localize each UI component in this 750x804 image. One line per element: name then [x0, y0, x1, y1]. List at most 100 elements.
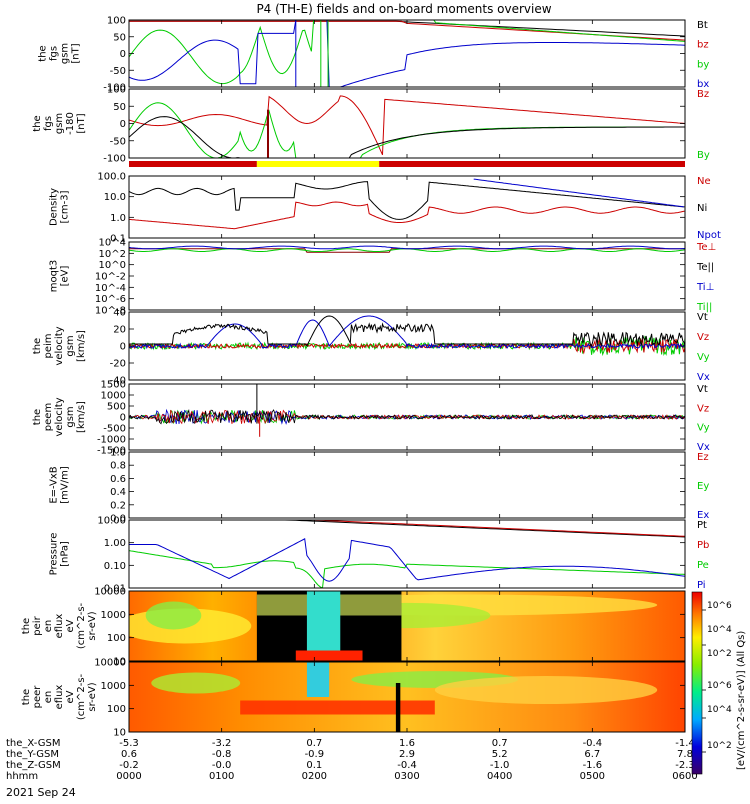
legend-Pi: Pi	[697, 580, 706, 591]
ytick-label: 0	[120, 342, 126, 353]
mode-bar-seg	[256, 161, 380, 167]
series-bz	[129, 20, 685, 41]
ytick-label: -50	[110, 136, 126, 147]
spectrogram-gap	[395, 683, 401, 732]
ytick-label: -1000	[97, 435, 126, 446]
spectrogram-band	[306, 591, 341, 651]
panel-pressure: 10.00 1.00 0.10 0.01 Pressure [nPa] Pt Pb Pe Pi	[49, 516, 710, 595]
legend-Ti||: Ti||	[696, 302, 712, 313]
ylabel-line: [nT]	[76, 113, 87, 133]
ytick-label: 0.8	[110, 461, 126, 472]
ytick-label: 0.1	[110, 234, 126, 245]
legend-Vt: Vt	[697, 384, 708, 395]
ylabel-line: eflux	[54, 614, 65, 639]
panel-efield: 1.0 0.8 0.6 0.4 0.2 0.0 E=-VxB [mV/m] Ez Ey Ex	[49, 448, 710, 525]
ytick-label: 10^4	[99, 238, 126, 249]
ephem-value: 0000	[116, 771, 141, 782]
ephem-value: 0.7	[306, 738, 322, 749]
panel-peim_vel: 40 20 0 -20 -40 the peim velocity gsm [km/s] Vt Vz V…	[32, 308, 710, 387]
ytick-label: 1000	[101, 681, 126, 692]
ephem-value: -0.0	[212, 760, 232, 771]
ylabel-line: [km/s]	[76, 330, 87, 362]
panel-frame	[128, 19, 686, 88]
ephem-value: -0.8	[212, 749, 232, 760]
panel-density: 100.0 10.0 1.0 0.1 Density [cm-3] Ne Ni Npot	[49, 172, 721, 245]
legend-Vy: Vy	[697, 352, 710, 363]
ytick-label: 50	[113, 32, 126, 43]
ephem-value: 6.7	[584, 749, 600, 760]
ephem-label: hhmm	[6, 771, 38, 782]
panel-fgs: 100 50 0 -50 -100 the fgs gsm [nT] Bt bz by bx	[38, 16, 710, 94]
ytick-label: -20	[110, 359, 126, 370]
legend-Ex: Ex	[697, 510, 709, 521]
ylabel-line: gsm	[65, 335, 76, 356]
legend-Bt: Bt	[697, 20, 708, 31]
ytick-label: 100	[107, 704, 126, 715]
ytick-label: 10000	[94, 587, 126, 598]
ytick-label: 10	[113, 657, 126, 668]
mode-bar-seg	[379, 161, 685, 167]
ylabel-line: [nPa]	[60, 541, 71, 567]
ytick-label: 10^0	[99, 260, 126, 271]
ylabel-line: peim	[43, 333, 54, 358]
series-bx	[129, 20, 685, 87]
ytick-label: 10^-8	[95, 306, 126, 317]
panel-frame	[128, 519, 686, 589]
panel-peer: 10000 1000 100 10 the peer en eflux eV (cm^2-s-sr…	[21, 658, 686, 739]
spectrogram-band	[306, 662, 330, 697]
series-Ni	[129, 181, 685, 220]
ytick-label: 10^-6	[95, 294, 126, 305]
ytick-label: 1500	[101, 380, 126, 391]
cb-tick-label: 10^4	[707, 705, 732, 715]
panel-frame	[128, 590, 686, 662]
ytick-label: -50	[110, 66, 126, 77]
ephem-value: 1.6	[399, 738, 415, 749]
panel-temp-data	[129, 245, 685, 253]
legend-Ti⊥: Ti⊥	[696, 282, 714, 293]
ylabel-line: peem	[43, 403, 54, 431]
panel-temp: 10^410^210^010^-210^-410^-610^-8 moqt3 [eV…	[49, 238, 717, 317]
spectrogram-blob	[151, 672, 241, 694]
ephem-value: -0.4	[397, 760, 417, 771]
ylabel-line: velocity	[54, 326, 65, 365]
ytick-label: -100	[103, 83, 126, 94]
ephem-value: 0300	[394, 771, 419, 782]
ytick-label: 1.0	[110, 213, 126, 224]
ylabel-line: Density	[49, 188, 60, 226]
legend-Ni: Ni	[697, 203, 707, 214]
ytick-label: 0.0	[110, 514, 126, 525]
panel-peim_vel-data	[129, 315, 685, 357]
ylabel-line: gsm	[60, 43, 71, 64]
ytick-label: 20	[113, 325, 126, 336]
ytick-label: 10^2	[99, 249, 126, 260]
colorbar: 10^6 10^4 10^2 10^6 10^4 10^2 [eV/(cm^2-s-sr-…	[691, 591, 747, 775]
ephem-value: -0.9	[305, 749, 325, 760]
ytick-label: 100.0	[97, 172, 126, 183]
ephem-label: the_X-GSM	[6, 738, 60, 749]
ephem-value: 0.1	[306, 760, 322, 771]
ylabel-line: (cm^2-s-	[76, 673, 87, 720]
ylabel-line: the	[21, 618, 32, 634]
ylabel-line: -180	[65, 112, 76, 135]
cb-tick-label: 10^2	[707, 649, 732, 659]
ytick-label: 0	[120, 413, 126, 424]
series-Bz	[129, 95, 685, 156]
panel-peir-data	[129, 591, 685, 661]
panel-frame	[128, 88, 686, 159]
legend-Te||: Te||	[696, 262, 714, 273]
ytick-label: 10^-2	[95, 272, 126, 283]
ephem-value: 0400	[487, 771, 512, 782]
ylabel-line: Pressure	[49, 533, 60, 576]
panel-frame	[128, 451, 686, 519]
ytick-label: 0.4	[110, 487, 126, 498]
series-Pe	[129, 550, 685, 588]
ytick-label: 0.01	[104, 584, 126, 595]
ephem-value: 5.2	[492, 749, 508, 760]
ylabel-line: sr-eV)	[87, 611, 98, 640]
legend-Vz: Vz	[697, 403, 709, 414]
ephem-value: -3.2	[212, 738, 232, 749]
ytick-label: 1.00	[104, 538, 126, 549]
ephem-value: 0200	[302, 771, 327, 782]
legend-Pt: Pt	[697, 520, 707, 531]
